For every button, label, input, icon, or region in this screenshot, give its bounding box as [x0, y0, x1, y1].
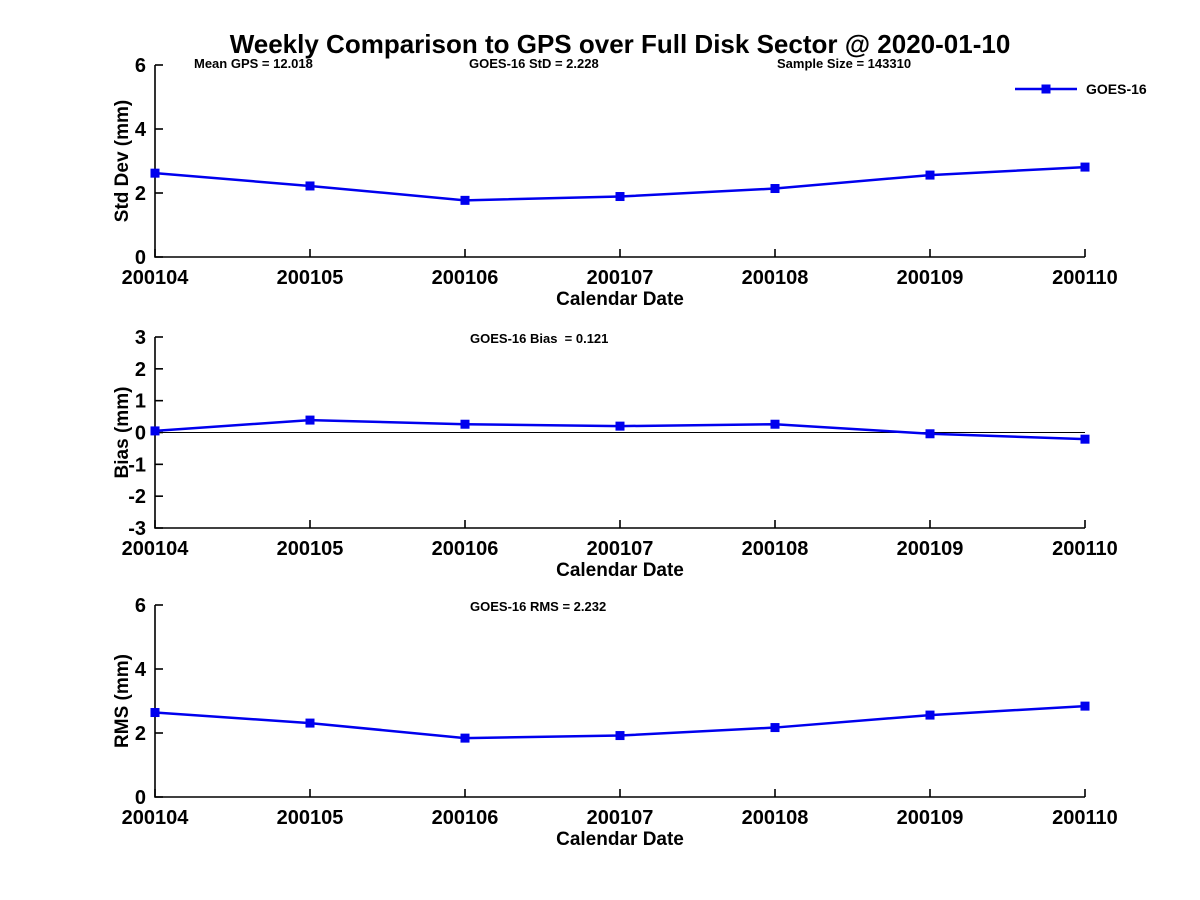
x-tick-label: 200105 — [277, 267, 344, 289]
data-point-marker — [150, 168, 160, 178]
subplot-2: -3 -2 -1 0 1 2 3 200104 200105 200106 200107 200108… — [112, 327, 1118, 581]
data-point-marker — [1080, 434, 1090, 444]
x-tick-label: 200110 — [1052, 807, 1118, 829]
legend-label: GOES-16 — [1086, 81, 1147, 97]
x-axis-label: Calendar Date — [556, 560, 684, 581]
data-point-marker — [460, 733, 470, 743]
figure-title: Weekly Comparison to GPS over Full Disk … — [229, 29, 1011, 59]
y-tick-label: 2 — [135, 359, 146, 381]
y-axis-label: Bias (mm) — [112, 387, 133, 479]
y-axis-label: RMS (mm) — [112, 654, 133, 748]
x-tick-label: 200110 — [1052, 538, 1118, 560]
annotation-goes16-bias: GOES-16 Bias = 0.121 — [470, 331, 609, 346]
data-point-marker — [925, 710, 935, 720]
y-tick-label: 6 — [135, 55, 146, 77]
y-tick-label: 2 — [135, 183, 146, 205]
x-tick-label: 200107 — [587, 807, 654, 829]
data-point-marker — [925, 429, 935, 439]
x-tick-label: 200104 — [122, 267, 190, 289]
y-tick-label: 6 — [135, 595, 146, 617]
y-tick-label: -2 — [128, 486, 146, 508]
data-point-marker — [150, 708, 160, 718]
annotation-mean-gps: Mean GPS = 12.018 — [194, 56, 313, 71]
data-point-marker — [770, 723, 780, 733]
x-tick-label: 200106 — [432, 267, 499, 289]
data-point-marker — [615, 192, 625, 202]
data-point-marker — [150, 426, 160, 436]
y-tick-label: -1 — [128, 454, 146, 476]
data-point-marker — [460, 419, 470, 429]
x-tick-label: 200108 — [742, 267, 809, 289]
data-point-marker — [1080, 701, 1090, 711]
x-tick-label: 200109 — [897, 267, 964, 289]
y-tick-label: 0 — [135, 247, 146, 269]
subplot-3: 0 2 4 6 200104 200105 200106 200107 200108 200109… — [112, 595, 1118, 850]
data-point-marker — [615, 731, 625, 741]
y-tick-label: 4 — [135, 119, 147, 141]
legend-marker — [1041, 84, 1051, 94]
x-tick-label: 200107 — [587, 267, 654, 289]
x-tick-label: 200105 — [277, 807, 344, 829]
x-tick-label: 200105 — [277, 538, 344, 560]
x-axis-label: Calendar Date — [556, 829, 684, 850]
data-point-marker — [770, 419, 780, 429]
data-point-marker — [770, 184, 780, 194]
x-tick-label: 200106 — [432, 538, 499, 560]
annotation-sample-size: Sample Size = 143310 — [777, 56, 912, 71]
x-tick-label: 200104 — [122, 538, 190, 560]
x-tick-label: 200108 — [742, 538, 809, 560]
y-tick-label: 4 — [135, 659, 147, 681]
x-tick-label: 200108 — [742, 807, 809, 829]
axes — [154, 65, 1085, 258]
data-point-marker — [615, 421, 625, 431]
x-tick-label: 200107 — [587, 538, 654, 560]
data-point-marker — [305, 718, 315, 728]
x-tick-label: 200109 — [897, 807, 964, 829]
data-point-marker — [305, 415, 315, 425]
y-tick-label: 2 — [135, 723, 146, 745]
y-tick-label: 0 — [135, 787, 146, 809]
y-tick-label: 1 — [135, 391, 146, 413]
axes — [154, 605, 1085, 798]
data-point-marker — [460, 195, 470, 205]
x-tick-label: 200110 — [1052, 267, 1118, 289]
data-point-marker — [925, 170, 935, 180]
y-tick-label: 3 — [135, 327, 146, 349]
annotation-goes16-std: GOES-16 StD = 2.228 — [469, 56, 599, 71]
data-point-marker — [1080, 162, 1090, 172]
x-tick-label: 200106 — [432, 807, 499, 829]
y-tick-label: -3 — [128, 518, 146, 540]
subplot-1: 0 2 4 6 200104 200105 200106 200107 200108 200109… — [112, 55, 1118, 310]
annotation-goes16-rms: GOES-16 RMS = 2.232 — [470, 599, 607, 614]
y-axis-label: Std Dev (mm) — [112, 100, 133, 222]
data-point-marker — [305, 181, 315, 191]
x-axis-label: Calendar Date — [556, 289, 684, 310]
x-tick-label: 200104 — [122, 807, 190, 829]
x-tick-label: 200109 — [897, 538, 964, 560]
y-tick-label: 0 — [135, 423, 146, 445]
